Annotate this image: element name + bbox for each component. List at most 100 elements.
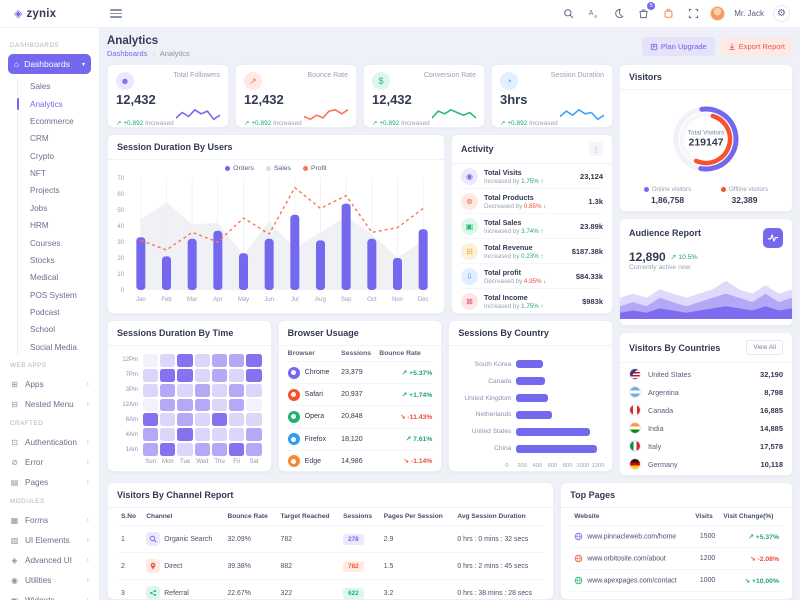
heatmap-cell[interactable] [194, 428, 210, 442]
heatmap-cell[interactable] [194, 383, 210, 397]
heatmap-cell[interactable] [229, 368, 245, 382]
heatmap-cell[interactable] [177, 443, 193, 456]
sidebar-item-ui-elements[interactable]: ▧ UI Elements › [8, 530, 91, 550]
sidebar-item-forms[interactable]: ▦ Forms › [8, 510, 91, 530]
heatmap-cell[interactable] [229, 428, 245, 442]
sidebar-item-stocks[interactable]: Stocks [30, 255, 55, 265]
heatmap-cell[interactable] [194, 443, 210, 456]
brand-logo[interactable]: ◈ zynix [0, 7, 100, 21]
sidebar-item-social-media[interactable]: Social Media [30, 342, 77, 352]
heatmap-cell[interactable] [211, 383, 228, 397]
sidebar-item-widgets[interactable]: ▣ Widgets › [8, 590, 91, 600]
legend-item-profit[interactable]: Profit [302, 165, 327, 172]
heatmap-cell[interactable] [229, 383, 245, 397]
heatmap-cell[interactable] [246, 413, 262, 427]
heatmap-cell[interactable] [229, 443, 245, 456]
heatmap-cell[interactable] [160, 354, 176, 367]
heatmap-cell[interactable] [143, 354, 159, 367]
sidebar-item-crm[interactable]: CRM [30, 134, 49, 144]
sidebar-item-crypto[interactable]: Crypto [30, 151, 55, 161]
orders-box-icon[interactable] [660, 6, 676, 22]
sidebar-item-ecommerce[interactable]: Ecommerce [30, 116, 74, 126]
legend-item-orders[interactable]: Orders [225, 165, 254, 172]
heatmap-cell[interactable] [211, 443, 228, 456]
heatmap-cell[interactable] [211, 428, 228, 442]
heatmap-cell[interactable] [143, 383, 159, 397]
heatmap-cell[interactable] [229, 413, 245, 427]
heatmap-cell[interactable] [246, 368, 262, 382]
heatmap-cell[interactable] [229, 354, 245, 367]
heatmap-cell[interactable] [246, 443, 262, 456]
sidebar-item-nft[interactable]: NFT [30, 169, 46, 179]
heatmap-cell[interactable] [246, 398, 262, 412]
sidebar-item-medical[interactable]: Medical [30, 273, 59, 283]
heatmap-cell[interactable] [177, 413, 193, 427]
country-bar[interactable] [516, 394, 548, 403]
heatmap-cell[interactable] [143, 413, 159, 427]
heatmap-cell[interactable] [246, 354, 262, 367]
sidebar-item-nested-menu[interactable]: ⊟ Nested Menu › [8, 394, 91, 414]
dark-mode-moon-icon[interactable] [610, 6, 626, 22]
country-bar[interactable] [516, 427, 590, 436]
export-report-button[interactable]: Export Report [719, 37, 793, 56]
heatmap-cell[interactable] [160, 368, 176, 382]
sidebar-item-hrm[interactable]: HRM [30, 221, 49, 231]
heatmap-cell[interactable] [211, 398, 228, 412]
sidebar-item-apps[interactable]: ⊞ Apps › [8, 374, 91, 394]
sidebar-item-error[interactable]: ⊘ Error › [8, 452, 91, 472]
heatmap-cell[interactable] [177, 383, 193, 397]
heatmap-cell[interactable] [143, 398, 159, 412]
website-link[interactable]: www.apexpages.com/contact [587, 577, 677, 585]
search-icon[interactable] [560, 6, 576, 22]
breadcrumb-dashboards-link[interactable]: Dashboards [107, 49, 148, 58]
sidebar-item-utilities[interactable]: ◉ Utilities › [8, 570, 91, 590]
sidebar-item-advanced-ui[interactable]: ◈ Advanced UI › [8, 550, 91, 570]
country-bar[interactable] [516, 410, 553, 419]
settings-gear-icon[interactable]: ⚙ [773, 5, 790, 22]
heatmap-cell[interactable] [160, 413, 176, 427]
plan-upgrade-button[interactable]: Plan Upgrade [641, 37, 715, 56]
heatmap-cell[interactable] [194, 413, 210, 427]
audience-pulse-button[interactable] [763, 228, 783, 248]
heatmap-cell[interactable] [194, 354, 210, 367]
country-bar[interactable] [516, 444, 597, 453]
country-bar[interactable] [516, 360, 544, 369]
sidebar-toggle-icon[interactable] [110, 7, 122, 20]
sidebar-item-analytics[interactable]: Analytics [16, 95, 91, 112]
cart-icon[interactable]: 5 [635, 1, 656, 22]
heatmap-cell[interactable] [143, 368, 159, 382]
view-all-button[interactable]: View All [746, 340, 783, 355]
heatmap-cell[interactable] [143, 443, 159, 456]
sidebar-item-sales[interactable]: Sales [30, 82, 51, 92]
heatmap-cell[interactable] [229, 398, 245, 412]
heatmap-cell[interactable] [177, 368, 193, 382]
heatmap-cell[interactable] [160, 443, 176, 456]
heatmap-cell[interactable] [211, 413, 228, 427]
heatmap-cell[interactable] [246, 428, 262, 442]
sidebar-item-dashboards[interactable]: ⌂ Dashboards ▾ [8, 54, 91, 74]
heatmap-cell[interactable] [160, 398, 176, 412]
heatmap-cell[interactable] [177, 354, 193, 367]
heatmap-cell[interactable] [177, 398, 193, 412]
heatmap-cell[interactable] [143, 428, 159, 442]
heatmap-cell[interactable] [194, 398, 210, 412]
channel-row-direct[interactable]: 2 Direct 39.38% 882 782 1.5 0 hrs : 2 mins : 4… [117, 552, 545, 580]
sidebar-item-pages[interactable]: ▤ Pages › [8, 472, 91, 492]
heatmap-cell[interactable] [177, 428, 193, 442]
channel-row-organic-search[interactable]: 1 Organic Search 32.09% 782 278 2.9 0 hrs : 0 … [117, 525, 545, 553]
sidebar-item-authentication[interactable]: ⊡ Authentication › [8, 432, 91, 452]
sidebar-item-school[interactable]: School [30, 325, 56, 335]
sidebar-item-podcast[interactable]: Podcast [30, 308, 60, 318]
sidebar-item-jobs[interactable]: Jobs [30, 203, 48, 213]
heatmap-cell[interactable] [246, 383, 262, 397]
website-link[interactable]: www.orbitosite.com/about [587, 555, 666, 563]
channel-row-referral[interactable]: 3 Referral 22.67% 322 622 3.2 0 hrs : 38 mins … [117, 579, 545, 599]
sidebar-item-courses[interactable]: Courses [30, 238, 61, 248]
website-link[interactable]: www.pinnacleweb.com/home [587, 533, 677, 541]
heatmap-cell[interactable] [160, 383, 176, 397]
legend-item-sales[interactable]: Sales [265, 165, 291, 172]
sidebar-item-pos-system[interactable]: POS System [30, 290, 77, 300]
activity-menu-button[interactable]: ⋮ [589, 142, 603, 156]
fullscreen-icon[interactable] [685, 6, 701, 22]
